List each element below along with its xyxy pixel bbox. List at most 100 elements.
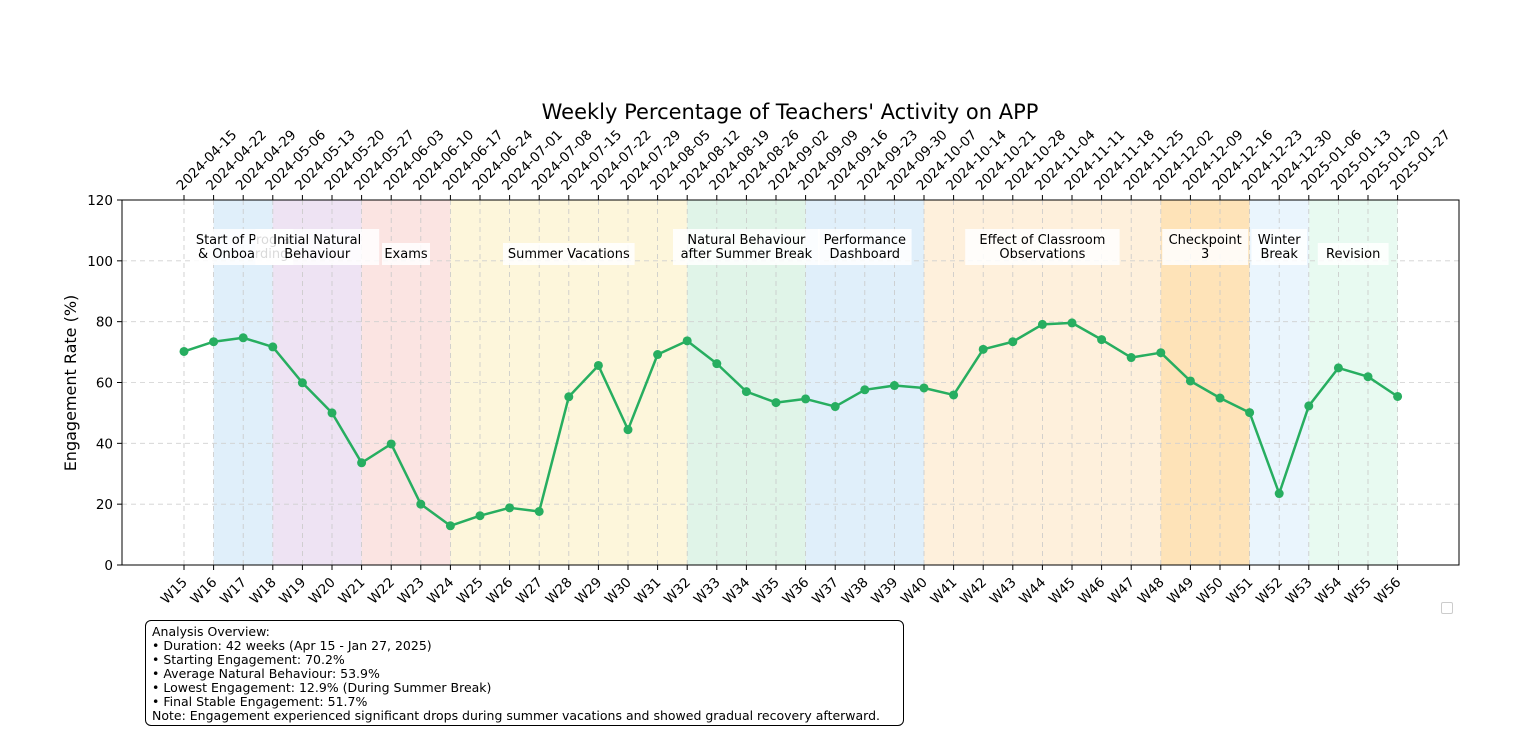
series-line-path <box>183 321 1399 528</box>
phase-label-text: after Summer Break <box>681 247 813 262</box>
x-tick-label: W36 <box>780 575 813 608</box>
data-point <box>386 439 396 449</box>
data-point <box>238 333 248 343</box>
x-tick-label: W30 <box>602 575 635 608</box>
x-tick-label: W23 <box>395 575 428 608</box>
x-axis-bottom: W15W16W17W18W19W20W21W22W23W24W25W26W27W… <box>158 565 1405 608</box>
phase-label-text: Dashboard <box>830 247 901 262</box>
x-tick-label: W22 <box>365 575 398 608</box>
data-point <box>653 350 663 360</box>
data-point <box>830 402 840 412</box>
data-point <box>1393 391 1403 401</box>
y-tick-label: 0 <box>104 558 113 574</box>
data-point <box>1363 372 1373 382</box>
y-tick-label: 40 <box>96 436 113 452</box>
x-tick-label: W15 <box>158 575 191 608</box>
summary-line: • Average Natural Behaviour: 53.9% <box>152 666 380 681</box>
data-point <box>297 378 307 388</box>
data-point <box>327 408 337 418</box>
phase-label-text: Break <box>1260 247 1298 262</box>
data-point <box>445 521 455 531</box>
phase-label: Revision <box>1317 243 1389 265</box>
data-point <box>416 499 426 509</box>
y-tick-label: 20 <box>96 497 113 513</box>
phase-label-bg <box>818 229 912 265</box>
x-tick-label: W55 <box>1342 575 1375 608</box>
phase-label-bg <box>1251 229 1307 265</box>
x-tick-label: W53 <box>1283 575 1316 608</box>
x-tick-label: W17 <box>217 575 250 608</box>
x-axis-top: 2024-04-152024-04-222024-04-292024-05-06… <box>174 127 1454 200</box>
data-point <box>860 385 870 395</box>
phase-label-bg <box>503 243 635 265</box>
phase-label-bg <box>965 229 1120 265</box>
data-point <box>357 458 367 468</box>
x-tick-label: W44 <box>1016 575 1049 608</box>
phase-label-text: Natural Behaviour <box>687 233 806 248</box>
x-tick-label: W19 <box>276 575 309 608</box>
phase-label-text: Exams <box>384 247 428 262</box>
x-tick-label: W16 <box>188 575 221 608</box>
series-line <box>179 318 1403 531</box>
data-point <box>1333 363 1343 373</box>
phase-label-bg <box>673 229 820 265</box>
x-tick-label: W41 <box>928 575 961 608</box>
phase-label-text: Summer Vacations <box>508 247 630 262</box>
x-tick-label: W32 <box>661 575 694 608</box>
x-tick-label: W34 <box>720 575 753 608</box>
phase-label-bg <box>255 229 380 265</box>
phase-label-text: 3 <box>1201 247 1209 262</box>
data-point <box>505 503 515 513</box>
summary-heading: Analysis Overview: <box>152 624 270 639</box>
phase-label-bg <box>1162 229 1249 265</box>
chart-title: Weekly Percentage of Teachers' Activity … <box>542 100 1039 124</box>
x-tick-label: W56 <box>1372 575 1405 608</box>
x-tick-label: W18 <box>247 575 280 608</box>
x-tick-label: W40 <box>898 575 931 608</box>
summary-line: • Starting Engagement: 70.2% <box>152 652 345 667</box>
data-point <box>1274 489 1284 499</box>
y-tick-label: 80 <box>96 315 113 331</box>
x-tick-label: W24 <box>424 575 457 608</box>
data-point <box>1304 401 1314 411</box>
x-tick-label: W35 <box>750 575 783 608</box>
summary-line: • Duration: 42 weeks (Apr 15 - Jan 27, 2… <box>152 638 432 653</box>
phase-label-text: Winter <box>1258 233 1302 248</box>
y-axis-label: Engagement Rate (%) <box>61 295 80 472</box>
data-point <box>949 390 959 400</box>
data-point <box>682 336 692 346</box>
x-tick-label: W49 <box>1164 575 1197 608</box>
phase-label-bg <box>1317 243 1389 265</box>
y-axis: 0 20 40 60 80 100 120 <box>87 193 122 574</box>
x-tick-label: W38 <box>839 575 872 608</box>
phase-label: Summer Vacations <box>503 243 635 265</box>
data-point <box>623 425 633 435</box>
data-point <box>1067 318 1077 328</box>
phase-label-text: Behaviour <box>284 247 351 262</box>
phase-label-bg <box>382 243 430 265</box>
data-point <box>1185 376 1195 386</box>
data-point <box>771 398 781 408</box>
x-tick-label: W45 <box>1046 575 1079 608</box>
x-tick-label: W47 <box>1105 575 1138 608</box>
data-point <box>919 383 929 393</box>
phase-label-text: Performance <box>824 233 906 248</box>
data-point <box>268 342 278 352</box>
summary-note: Note: Engagement experienced significant… <box>152 708 881 723</box>
data-point <box>1126 353 1136 363</box>
data-point <box>564 392 574 402</box>
data-point <box>712 359 722 369</box>
x-tick-label: W51 <box>1224 575 1257 608</box>
x-tick-label: W33 <box>691 575 724 608</box>
data-point <box>1245 408 1255 418</box>
phase-label-text: Effect of Classroom <box>979 233 1105 248</box>
x-tick-label: W26 <box>484 575 517 608</box>
data-point <box>1097 335 1107 345</box>
x-tick-label: W42 <box>957 575 990 608</box>
x-tick-label: W37 <box>809 575 842 608</box>
phase-label-text: Revision <box>1326 247 1380 262</box>
data-point <box>593 360 603 370</box>
